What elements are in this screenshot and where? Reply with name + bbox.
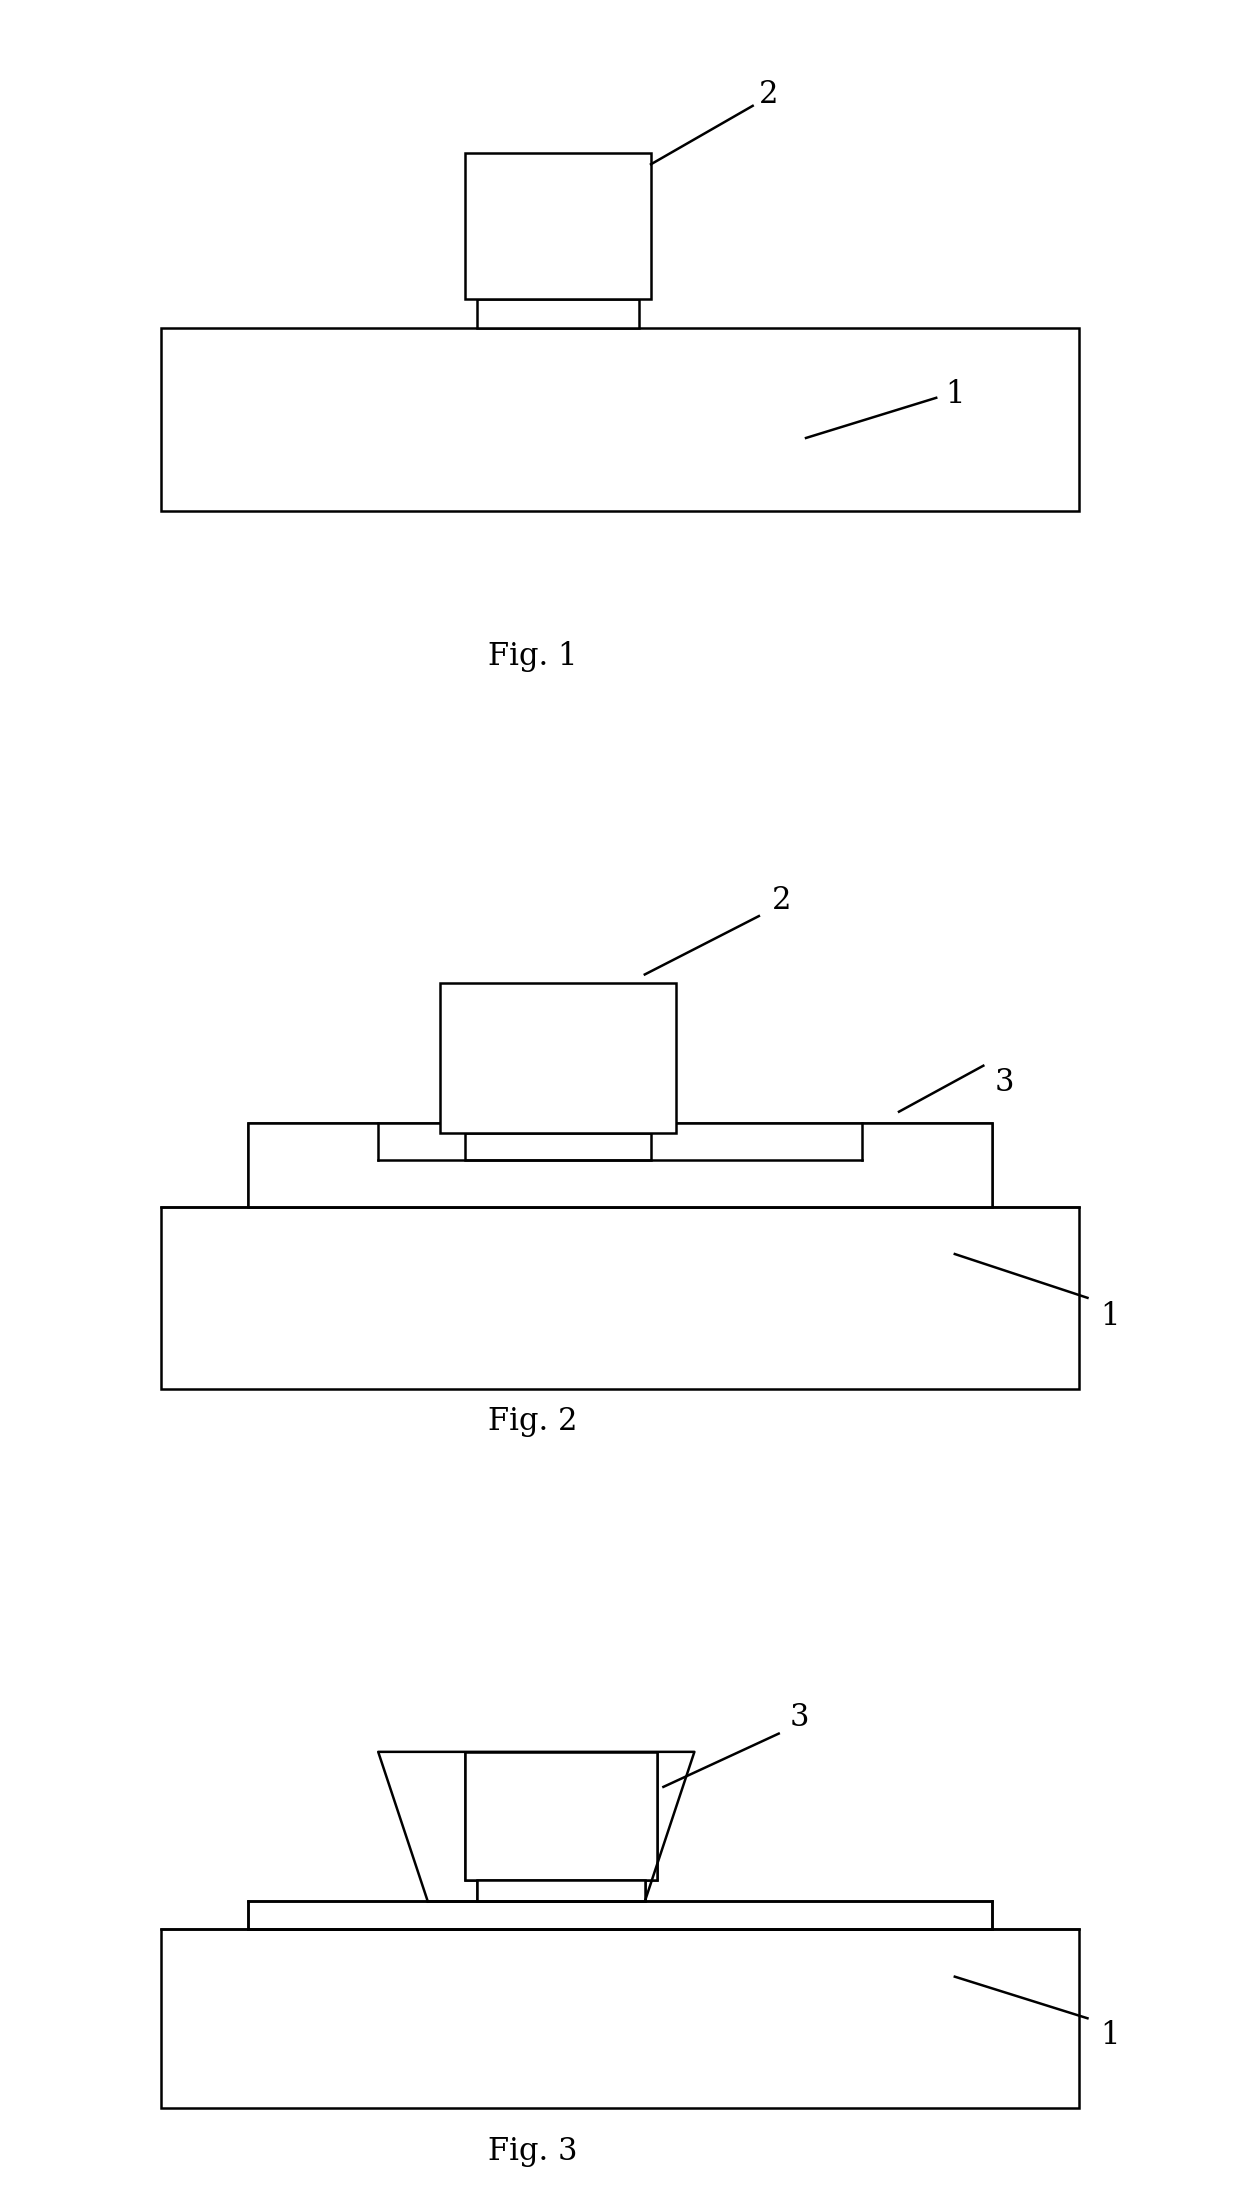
Bar: [248, 1900, 992, 1929]
Text: 2: 2: [759, 79, 779, 110]
Bar: [477, 300, 639, 329]
Text: 1: 1: [945, 379, 965, 410]
Bar: [465, 1751, 657, 1879]
Text: Fig. 3: Fig. 3: [489, 2137, 578, 2168]
Bar: [465, 1751, 657, 1879]
Text: 3: 3: [790, 1701, 810, 1734]
Text: Fig. 1: Fig. 1: [489, 642, 578, 673]
Text: 3: 3: [994, 1068, 1014, 1098]
Text: 1: 1: [1100, 2019, 1120, 2050]
Bar: [161, 1929, 1079, 2109]
Text: 2: 2: [771, 886, 791, 916]
Bar: [465, 153, 651, 300]
Bar: [477, 1879, 645, 1900]
Polygon shape: [378, 1751, 694, 1900]
Bar: [248, 1122, 992, 1206]
Text: Fig. 2: Fig. 2: [489, 1407, 578, 1438]
Bar: [465, 1133, 651, 1160]
Bar: [440, 982, 676, 1133]
Bar: [477, 1879, 645, 1900]
Text: 1: 1: [1100, 1300, 1120, 1331]
Bar: [161, 329, 1079, 511]
Bar: [248, 1122, 992, 1206]
Bar: [161, 1206, 1079, 1390]
